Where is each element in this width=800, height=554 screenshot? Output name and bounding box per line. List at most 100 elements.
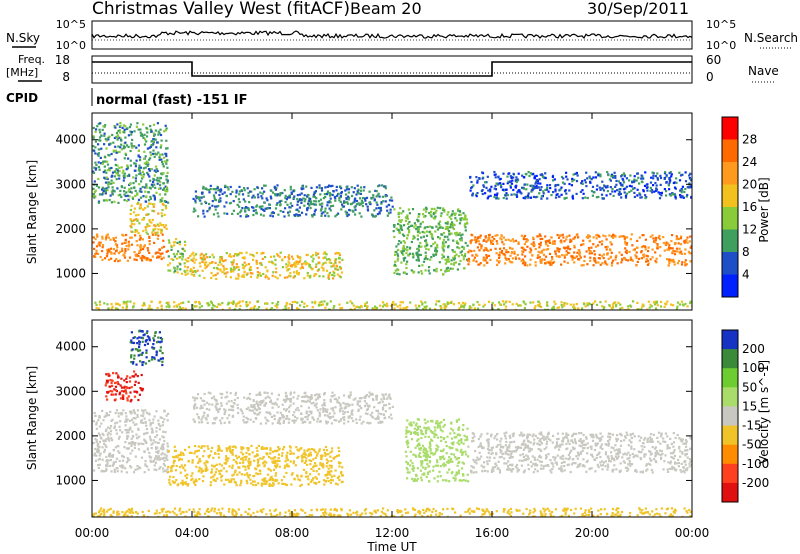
scatter-cell-5 — [341, 203, 344, 206]
scatter-cell-3 — [226, 459, 229, 462]
scatter-cell-1 — [156, 223, 159, 226]
scatter-cell-5 — [265, 207, 269, 210]
scatter-cell-5 — [354, 197, 357, 200]
scatter-cell-5 — [390, 196, 393, 199]
scatter-cell-4 — [186, 269, 189, 272]
scatter-cell-5 — [293, 214, 296, 217]
scatter-cell-3 — [217, 456, 221, 459]
scatter-cell-2 — [102, 171, 105, 174]
scatter-cell-0 — [96, 445, 100, 448]
scatter-cell-6 — [461, 233, 464, 236]
scatter-cell-4 — [328, 261, 331, 264]
scatter-cell-3 — [173, 456, 176, 459]
scatter-cell-4 — [332, 263, 335, 266]
scatter-cell-5 — [372, 215, 375, 218]
scatter-cell-3 — [253, 455, 256, 458]
scatter-cell-0 — [113, 470, 116, 473]
scatter-cell-0 — [126, 429, 129, 432]
scatter-cell-7 — [479, 234, 482, 237]
scatter-cell-2 — [125, 191, 128, 194]
scatter-cell-9 — [689, 300, 692, 303]
scatter-cell-3 — [269, 452, 272, 455]
scatter-cell-2 — [153, 356, 156, 359]
scatter-cell-0 — [97, 449, 100, 452]
scatter-cell-5 — [332, 190, 335, 193]
scatter-cell-9 — [325, 302, 329, 306]
scatter-cell-1 — [129, 391, 132, 394]
scatter-cell-5 — [212, 213, 216, 216]
scatter-cell-0 — [107, 236, 110, 239]
scatter-cell-2 — [159, 341, 162, 344]
scatter-cell-2 — [148, 339, 151, 342]
scatter-cell-0 — [155, 430, 158, 433]
scatter-cell-6 — [428, 230, 431, 234]
scatter-cell-4 — [281, 266, 285, 269]
scatter-cell-0 — [112, 449, 115, 452]
scatter-cell-5 — [227, 188, 230, 191]
scatter-cell-7 — [512, 240, 515, 243]
scatter-cell-0 — [112, 238, 115, 241]
scatter-cell-7 — [608, 248, 612, 251]
scatter-cell-5 — [252, 209, 255, 212]
scatter-cell-7 — [534, 247, 537, 251]
scatter-cell-4 — [311, 254, 315, 257]
scatter-cell-7 — [636, 246, 639, 249]
scatter-cell-5 — [328, 200, 331, 203]
scatter-cell-8 — [506, 175, 509, 178]
scatter-cell-3 — [246, 447, 249, 450]
scatter-cell-8 — [639, 193, 642, 196]
scatter-cell-5 — [257, 196, 260, 199]
scatter-cell-9 — [533, 307, 536, 310]
scatter-cell-9 — [420, 300, 423, 303]
freq-tick-top: 18 — [55, 53, 70, 67]
scatter-cell-8 — [571, 177, 574, 180]
scatter-cell-9 — [314, 302, 317, 305]
scatter-cell-4 — [333, 271, 336, 275]
scatter-cell-7 — [567, 247, 570, 250]
scatter-cell-2 — [153, 169, 156, 172]
scatter-cell-7 — [663, 249, 666, 252]
scatter-cell-8 — [583, 179, 586, 182]
scatter-cell-5 — [214, 208, 217, 211]
scatter-cell-9 — [328, 308, 331, 310]
scatter-cell-5 — [308, 204, 311, 207]
scatter-cell-3 — [328, 464, 331, 467]
scatter-cell-2 — [107, 136, 110, 139]
scatter-cell-2 — [116, 169, 119, 172]
scatter-cell-4 — [208, 262, 211, 265]
scatter-cell-7 — [597, 234, 600, 237]
scatter-cell-2 — [144, 362, 148, 365]
scatter-cell-7 — [511, 257, 514, 260]
scatter-cell-5 — [329, 209, 332, 212]
scatter-cell-3 — [205, 466, 208, 469]
scatter-cell-5 — [313, 200, 316, 203]
scatter-cell-9 — [239, 304, 242, 307]
scatter-cell-4 — [324, 261, 327, 264]
scatter-cell-2 — [132, 341, 136, 345]
scatter-cell-7 — [577, 258, 580, 261]
scatter-cell-9 — [353, 307, 357, 310]
scatter-cell-6 — [437, 236, 440, 239]
scatter-cell-8 — [509, 186, 512, 189]
scatter-cell-6 — [393, 225, 396, 228]
scatter-cell-6 — [428, 266, 431, 269]
scatter-cell-5 — [322, 211, 325, 214]
scatter-cell-3 — [170, 465, 174, 468]
scatter-cell-3 — [300, 483, 303, 486]
scatter-cell-5 — [196, 196, 199, 199]
scatter-cell-3 — [175, 479, 178, 482]
scatter-cell-2 — [152, 194, 155, 197]
scatter-cell-1 — [133, 375, 136, 378]
scatter-cell-4 — [310, 255, 313, 258]
scatter-cell-7 — [536, 235, 539, 238]
scatter-cell-9 — [340, 307, 344, 310]
scatter-cell-2 — [103, 155, 106, 158]
scatter-cell-4 — [211, 422, 214, 425]
scatter-cell-7 — [500, 238, 503, 241]
scatter-cell-8 — [469, 176, 472, 179]
scatter-cell-2 — [110, 201, 113, 204]
scatter-cell-0 — [126, 418, 129, 421]
scatter-cell-4 — [332, 270, 335, 273]
scatter-cell-3 — [211, 464, 214, 467]
scatter-cell-6 — [450, 259, 453, 262]
